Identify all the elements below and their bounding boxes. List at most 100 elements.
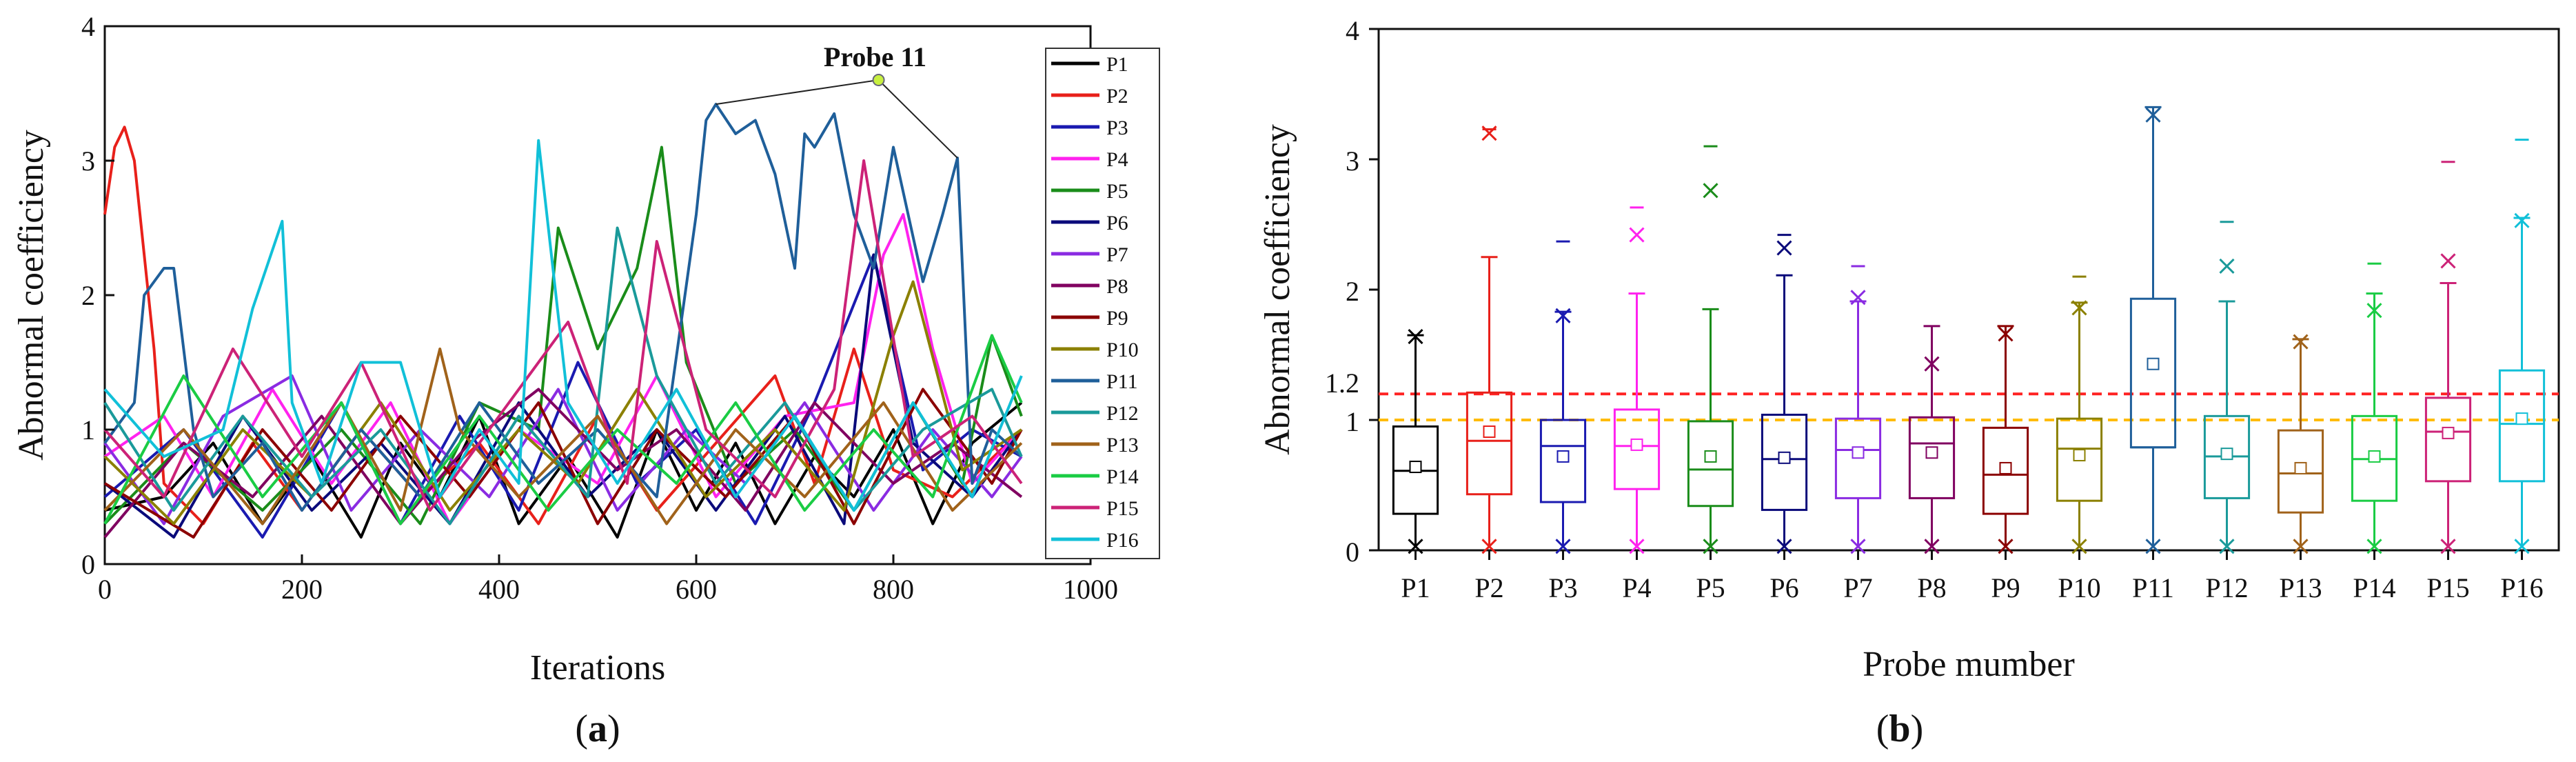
box-mean-marker <box>2147 357 2160 370</box>
box-p13 <box>2277 334 2324 554</box>
box-outlier-x <box>1998 326 2014 342</box>
box-p12 <box>2203 221 2251 554</box>
box-p3 <box>1539 240 1587 554</box>
box-p5 <box>1687 145 1734 554</box>
x-tick-label: P4 <box>1622 572 1651 603</box>
box-outlier-x <box>2366 303 2382 319</box>
box-outlier-x <box>2071 539 2087 554</box>
x-tick-label: 0 <box>98 574 112 605</box>
box-outlier-x <box>2293 539 2309 554</box>
box-iqr <box>2498 369 2546 483</box>
box-p14 <box>2351 262 2398 554</box>
box-outlier-x <box>2440 253 2456 269</box>
panel-a-x-axis-label: Iterations <box>530 648 665 688</box>
box-mean-marker <box>2220 448 2233 461</box>
x-tick-label: P13 <box>2279 572 2322 603</box>
panel-b-x-axis-label: Probe mumber <box>1863 645 2075 684</box>
legend-label-p15: P15 <box>1106 497 1139 520</box>
x-tick-label: P16 <box>2500 572 2543 603</box>
legend-label-p9: P9 <box>1106 307 1128 330</box>
box-outlier-x <box>1481 539 1497 554</box>
x-tick-label: P1 <box>1401 572 1430 603</box>
box-mean-marker <box>2442 426 2455 439</box>
box-p8 <box>1908 325 1956 554</box>
x-tick-label: P3 <box>1548 572 1577 603</box>
box-iqr <box>1687 420 1734 508</box>
y-tick-label: 4 <box>1346 15 1359 46</box>
panel-a-y-axis-label: Abnormal coefficiency <box>12 130 51 461</box>
x-tick-label: P10 <box>2058 572 2100 603</box>
box-mean-marker <box>1704 450 1717 463</box>
legend-frame <box>1045 48 1160 559</box>
y-tick-label: 1 <box>81 414 95 445</box>
panel-b-boxes <box>1392 106 2546 554</box>
y-tick-label: 0 <box>81 549 95 580</box>
box-outlier-x <box>1924 539 1940 554</box>
box-mean-marker <box>1630 438 1643 451</box>
box-iqr <box>2277 429 2324 514</box>
box-outlier-x <box>1555 308 1571 323</box>
panel-a-series-group <box>103 103 1023 539</box>
x-tick-label: 400 <box>478 574 520 605</box>
box-p15 <box>2424 161 2472 554</box>
box-outlier-x <box>1629 227 1645 243</box>
series-line-p11 <box>103 103 1023 512</box>
box-mean-marker <box>1852 446 1865 459</box>
box-mean-marker <box>1925 446 1938 459</box>
box-p4 <box>1613 206 1661 554</box>
x-tick-label: 800 <box>873 574 914 605</box>
legend-label-p13: P13 <box>1106 434 1139 457</box>
box-iqr <box>1761 413 1808 511</box>
legend-label-p1: P1 <box>1106 53 1128 76</box>
box-iqr <box>1613 408 1661 490</box>
annotation-leader-line <box>878 79 958 159</box>
reference-line-label: 1.2 <box>1325 368 1359 399</box>
box-outlier-x <box>1998 539 2014 554</box>
box-iqr <box>1466 391 1513 496</box>
panel-a-line-chart: 0 200 400 600 800 1000 0 1 2 3 4 Iterations Abnorm… <box>12 11 1160 750</box>
box-p9 <box>1982 325 2029 554</box>
x-tick-label: P14 <box>2353 572 2395 603</box>
panel-b-plot-frame <box>1377 28 2560 552</box>
annotation-marker-dot <box>872 74 885 86</box>
box-iqr <box>1908 416 1956 499</box>
legend-label-p3: P3 <box>1106 117 1128 139</box>
box-mean-marker <box>1556 450 1570 463</box>
box-outlier-x <box>2514 212 2530 228</box>
box-iqr <box>2129 297 2177 449</box>
x-tick-label: P8 <box>1917 572 1946 603</box>
series-line-p14 <box>103 334 1023 525</box>
box-outlier-x <box>2514 539 2530 554</box>
box-iqr <box>1982 426 2029 515</box>
x-tick-label: 600 <box>676 574 717 605</box>
series-line-p12 <box>103 226 1023 525</box>
box-outlier-x <box>1776 539 1792 554</box>
annotation-label: Probe 11 <box>824 41 926 72</box>
box-mean-marker <box>1409 461 1422 474</box>
box-outlier-x <box>2145 539 2161 554</box>
x-tick-label: 1000 <box>1063 574 1118 605</box>
box-outlier-x <box>1924 356 1940 372</box>
box-outlier-x <box>2145 107 2161 123</box>
box-outlier-x <box>1850 290 1866 305</box>
box-p1 <box>1392 328 1439 554</box>
box-p2 <box>1466 126 1513 554</box>
legend-label-p5: P5 <box>1106 180 1128 203</box>
y-tick-label: 3 <box>1346 146 1359 177</box>
box-mean-marker <box>1778 451 1791 464</box>
series-line-p16 <box>103 139 1023 512</box>
box-p6 <box>1761 234 1808 554</box>
legend-label-p2: P2 <box>1106 85 1128 108</box>
box-outlier-x <box>1629 539 1645 554</box>
legend-label-p14: P14 <box>1106 465 1139 488</box>
legend-label-p12: P12 <box>1106 402 1139 425</box>
y-tick-label: 2 <box>1346 276 1359 307</box>
box-mean-marker <box>2368 450 2381 463</box>
x-tick-label: P2 <box>1474 572 1503 603</box>
series-line-p13 <box>103 348 1023 525</box>
box-p16 <box>2498 139 2546 554</box>
panel-a-legend: P1 P2 P3 P4 P5 P6 P7 P8 P9 P10 P11 P12 P13 P14 P15 P16 <box>1045 48 1160 559</box>
box-mean-marker <box>1483 425 1496 439</box>
y-tick-label: 4 <box>81 11 95 42</box>
box-outlier-x <box>1776 240 1792 256</box>
